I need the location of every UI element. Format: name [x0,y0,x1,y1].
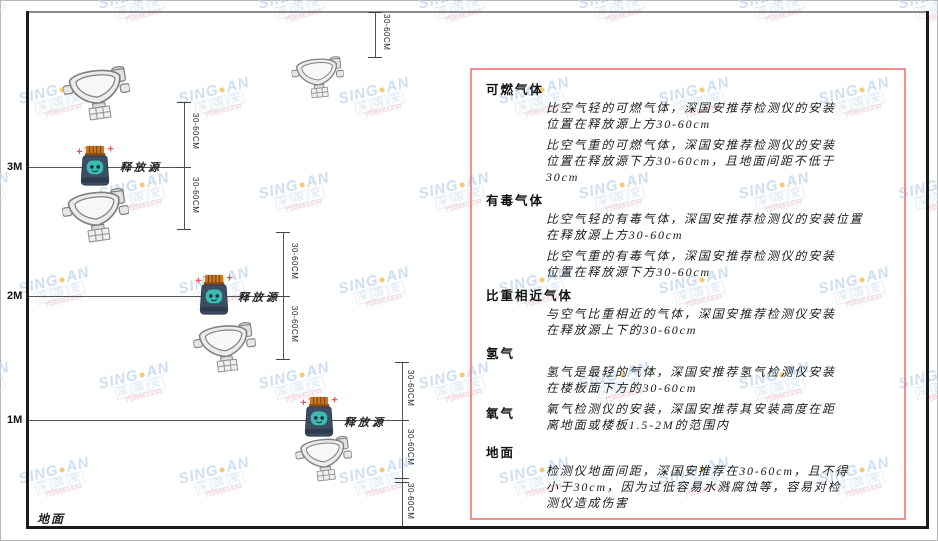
dim-tick [177,229,191,230]
dim-tick [177,167,191,168]
guide-line: 位置在释放源下方30-60cm [546,265,711,279]
dim-tick [368,12,382,13]
dim-line-3m [184,102,185,229]
guide-line: 30cm [546,170,580,184]
dim-label-3m-upper: 30-60CM [191,113,200,150]
ground-line [26,526,929,529]
guide-line: 氧气检测仪的安装，深国安推荐其安装高度在距 [546,402,836,416]
guide-section-heading: 氢气 [486,347,516,361]
dim-label-3m-lower: 30-60CM [191,177,200,214]
release-source-icon [300,396,338,437]
dim-tick [368,57,382,58]
guide-section-heading: 地面 [486,446,516,460]
installation-guide-panel: 可燃气体 比空气轻的可燃气体，深国安推荐检测仪的安装 位置在释放源上方30-60cm… [470,68,906,520]
dim-tick [395,482,409,483]
left-wall [26,11,29,528]
guide-line: 比空气重的可燃气体，深国安推荐检测仪的安装 [546,138,836,152]
dim-tick [276,232,290,233]
guide-section-heading: 氧气 [486,407,516,421]
dim-label-2m-lower: 30-60CM [290,306,299,343]
guide-paragraph: 比空气重的有毒气体，深国安推荐检测仪的安装 位置在释放源下方30-60cm [546,248,890,280]
dim-tick [395,420,409,421]
guide-paragraph: 氧气检测仪的安装，深国安推荐其安装高度在距 离地面或楼板1.5-2M的范围内 [546,401,890,433]
guide-line: 氢气是最轻的气体，深国安推荐氢气检测仪安装 [546,365,836,379]
guide-line: 与空气比重相近的气体，深国安推荐检测仪安装 [546,307,836,321]
guide-section: 氢气氢气是最轻的气体，深国安推荐氢气检测仪安装 在楼板面下方的30-60cm [486,343,890,396]
guide-paragraph: 比空气重的可燃气体，深国安推荐检测仪的安装 位置在释放源下方30-60cm，且地面… [546,137,890,185]
guide-line: 测仪造成伤害 [546,496,629,510]
dim-tick [395,478,409,479]
guide-section-heading: 比重相近气体 [486,289,574,303]
level-line-2m [29,296,283,297]
guide-line: 比空气轻的可燃气体，深国安推荐检测仪的安装 [546,101,836,115]
dim-label-2m-upper: 30-60CM [290,243,299,280]
guide-line: 在释放源上方30-60cm [546,228,684,242]
dim-label-ceiling: 30-60CM [382,14,391,51]
guide-section: 地面检测仪地面间距，深国安推荐在30-60cm，且不得 小于30cm，因为过低容易… [486,442,890,511]
guide-paragraph: 比空气轻的有毒气体，深国安推荐检测仪的安装位置 在释放源上方30-60cm [546,211,890,243]
guide-section-heading: 有毒气体 [486,194,545,208]
release-source-label: 释放源 [238,292,280,304]
dim-label-1m-upper: 30-60CM [406,370,415,407]
level-line-1m [29,420,402,421]
ceiling-line [27,11,928,13]
dim-label-1m-middle: 30-60CM [406,429,415,466]
guide-line: 离地面或楼板1.5-2M的范围内 [546,418,730,432]
guide-paragraph: 检测仪地面间距，深国安推荐在30-60cm，且不得 小于30cm，因为过低容易水溅… [546,463,890,511]
height-label-3m: 3M [7,161,23,173]
dim-tick [276,359,290,360]
guide-line: 比空气轻的有毒气体，深国安推荐检测仪的安装位置 [546,212,864,226]
release-source-icon [195,274,233,315]
dim-label-1m-ground: 30-60CM [406,483,415,520]
guide-line: 小于30cm，因为过低容易水溅腐蚀等，容易对检 [546,480,842,494]
guide-line: 位置在释放源下方30-60cm，且地面间距不低于 [546,154,836,168]
guide-paragraph: 与空气比重相近的气体，深国安推荐检测仪安装 在释放源上下的30-60cm [546,306,890,338]
guide-line: 比空气重的有毒气体，深国安推荐检测仪的安装 [546,249,836,263]
dim-line-2m [283,232,284,359]
guide-paragraph: 氢气是最轻的气体，深国安推荐氢气检测仪安装 在楼板面下方的30-60cm [546,364,890,396]
dim-tick [276,296,290,297]
guide-line: 在楼板面下方的30-60cm [546,381,698,395]
gas-detector-icon [60,64,134,124]
guide-paragraph: 比空气轻的可燃气体，深国安推荐检测仪的安装 位置在释放源上方30-60cm [546,100,890,132]
release-source-icon [76,145,114,186]
guide-section-heading: 可燃气体 [486,83,545,97]
gas-detector-icon [59,186,133,246]
height-label-2m: 2M [7,290,23,302]
release-source-label: 释放源 [344,417,386,429]
guide-section: 有毒气体 比空气轻的有毒气体，深国安推荐检测仪的安装位置 在释放源上方30-60cm… [486,190,890,280]
guide-section: 氧气 氧气检测仪的安装，深国安推荐其安装高度在距 离地面或楼板1.5-2M的范围内 [486,401,890,438]
dim-tick [395,362,409,363]
height-label-1m: 1M [7,414,23,426]
guide-line: 位置在释放源上方30-60cm [546,117,711,131]
dim-line-1m [402,362,403,526]
guide-line: 在释放源上下的30-60cm [546,323,698,337]
gas-detector-icon [191,320,259,376]
ground-label: 地面 [37,512,66,526]
guide-section: 比重相近气体与空气比重相近的气体，深国安推荐检测仪安装 在释放源上下的30-60c… [486,285,890,338]
right-wall [926,11,929,528]
release-source-label: 释放源 [120,162,162,174]
guide-section: 可燃气体 比空气轻的可燃气体，深国安推荐检测仪的安装 位置在释放源上方30-60cm… [486,79,890,185]
dim-line-ceiling [375,12,376,57]
guide-line: 检测仪地面间距，深国安推荐在30-60cm，且不得 [546,464,849,478]
dim-tick [177,102,191,103]
gas-detector-icon [289,55,347,101]
